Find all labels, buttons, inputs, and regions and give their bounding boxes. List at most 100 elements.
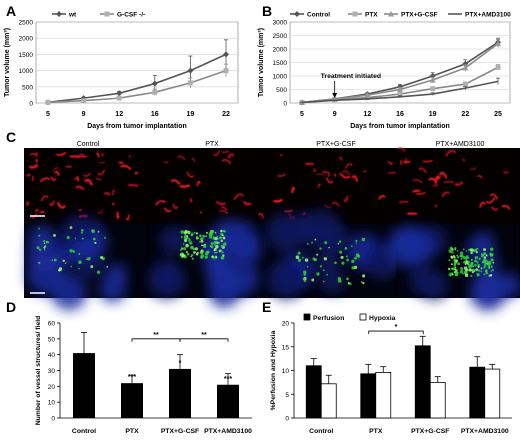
hypoxia-dot [78, 268, 79, 269]
vessel [78, 156, 87, 157]
hypoxia-dot [213, 236, 215, 238]
x-tick-label: 22 [461, 111, 469, 118]
x-tick-label: 16 [396, 111, 404, 118]
data-point [117, 96, 122, 101]
y-tick-label: 0 [51, 416, 55, 423]
annotation-text: Treatment initiated [321, 73, 381, 80]
hypoxia-dot [201, 254, 205, 258]
hypoxia-dot [472, 271, 474, 273]
hypoxia-dot [312, 257, 315, 260]
data-point [188, 80, 193, 85]
y-axis-label: Tumor volume (mm³) [258, 28, 265, 97]
hypoxia-dot [492, 269, 494, 271]
hypoxia-dot [319, 247, 321, 249]
hypoxia-dot [43, 247, 45, 249]
significance-label: *** [224, 376, 232, 383]
hypoxia-dot [482, 254, 483, 255]
hypoxia-dot [477, 256, 478, 257]
x-axis-label: Days from tumor implantation [87, 123, 187, 130]
bar-perfusion [361, 374, 376, 418]
hypoxia-dot [448, 268, 450, 270]
hypoxia-dot [468, 249, 470, 251]
hypoxia-dot [190, 256, 192, 258]
hypoxia-dot [94, 242, 96, 244]
hypoxia-dot [193, 251, 196, 254]
hypoxia-dot [201, 250, 204, 253]
hypoxia-dot [216, 236, 218, 238]
hypoxia-dot [457, 256, 459, 258]
bar-hypoxia [321, 384, 336, 418]
hypoxia-dot [81, 229, 84, 232]
hypoxia-dot [349, 283, 352, 286]
hypoxia-dot [223, 242, 226, 245]
hypoxia-dot [43, 240, 45, 242]
panel-letter-d: D [6, 299, 16, 315]
bracket-label: ** [153, 332, 159, 339]
hypoxia-dot [311, 242, 313, 244]
micrograph-grid: Control PTX PTX+G-CSF PTX+AMD3100 [24, 141, 520, 311]
hypoxia-dot [338, 243, 340, 245]
hypoxia-dot [341, 256, 344, 259]
x-tick-label: 5 [46, 111, 50, 118]
hypoxia-dot [483, 248, 486, 251]
hypoxia-dot [334, 262, 337, 265]
hypoxia-dot [477, 248, 479, 250]
hypoxia-dot [70, 266, 72, 268]
hypoxia-dot [205, 235, 207, 237]
hypoxia-dot [341, 262, 344, 265]
category-label: PTX+AMD3100 [204, 428, 252, 435]
nucleus-cluster [265, 213, 304, 252]
y-tick-label: 15 [282, 344, 290, 351]
hypoxia-dot [362, 274, 365, 277]
legend-marker [294, 11, 300, 17]
bar-hypoxia [376, 372, 391, 418]
hypoxia-dot [451, 256, 453, 258]
hypoxia-dot [489, 253, 492, 256]
legend-label: Control [307, 12, 330, 19]
hypoxia-dot [356, 253, 359, 256]
hypoxia-dot [54, 259, 57, 262]
hypoxia-dot [216, 252, 218, 254]
panel-letter-b: B [262, 3, 272, 19]
hypoxia-dot [201, 240, 204, 243]
data-point [152, 90, 157, 95]
nucleus-cluster [99, 276, 126, 303]
hypoxia-dot [470, 252, 473, 255]
hypoxia-dot [59, 267, 62, 270]
micrograph-tile-top [272, 148, 396, 223]
hypoxia-dot [475, 268, 478, 271]
legend-marker [353, 12, 358, 17]
significance-bracket [369, 331, 424, 334]
hypoxia-dot [307, 243, 309, 245]
hypoxia-dot [461, 258, 463, 260]
hypoxia-dot [100, 256, 103, 259]
hypoxia-dot [486, 254, 488, 256]
legend-marker [56, 11, 62, 17]
bracket-label: * [395, 324, 398, 331]
hypoxia-dot [191, 233, 194, 236]
hypoxia-dot [470, 248, 473, 251]
category-label: Control [72, 428, 96, 435]
vessel [36, 210, 38, 211]
hypoxia-dot [326, 274, 328, 276]
hypoxia-dot [486, 272, 488, 274]
x-tick-label: 16 [151, 111, 159, 118]
hypoxia-dot [484, 256, 487, 259]
hypoxia-dot [104, 237, 106, 239]
vessel [434, 185, 438, 186]
hypoxia-dot [215, 256, 217, 258]
hypoxia-dot [361, 281, 363, 283]
nucleus-cluster [476, 232, 494, 250]
hypoxia-dot [81, 232, 83, 234]
y-tick-label: 30 [48, 368, 56, 375]
hypoxia-dot [460, 251, 463, 254]
hypoxia-dot [351, 266, 354, 269]
micrograph-image-top [148, 148, 271, 223]
hypoxia-dot [72, 250, 75, 253]
y-tick-label: 1500 [273, 60, 288, 67]
y-tick-label: 0 [29, 101, 33, 108]
hypoxia-dot [449, 259, 451, 261]
hypoxia-dot [316, 254, 318, 256]
